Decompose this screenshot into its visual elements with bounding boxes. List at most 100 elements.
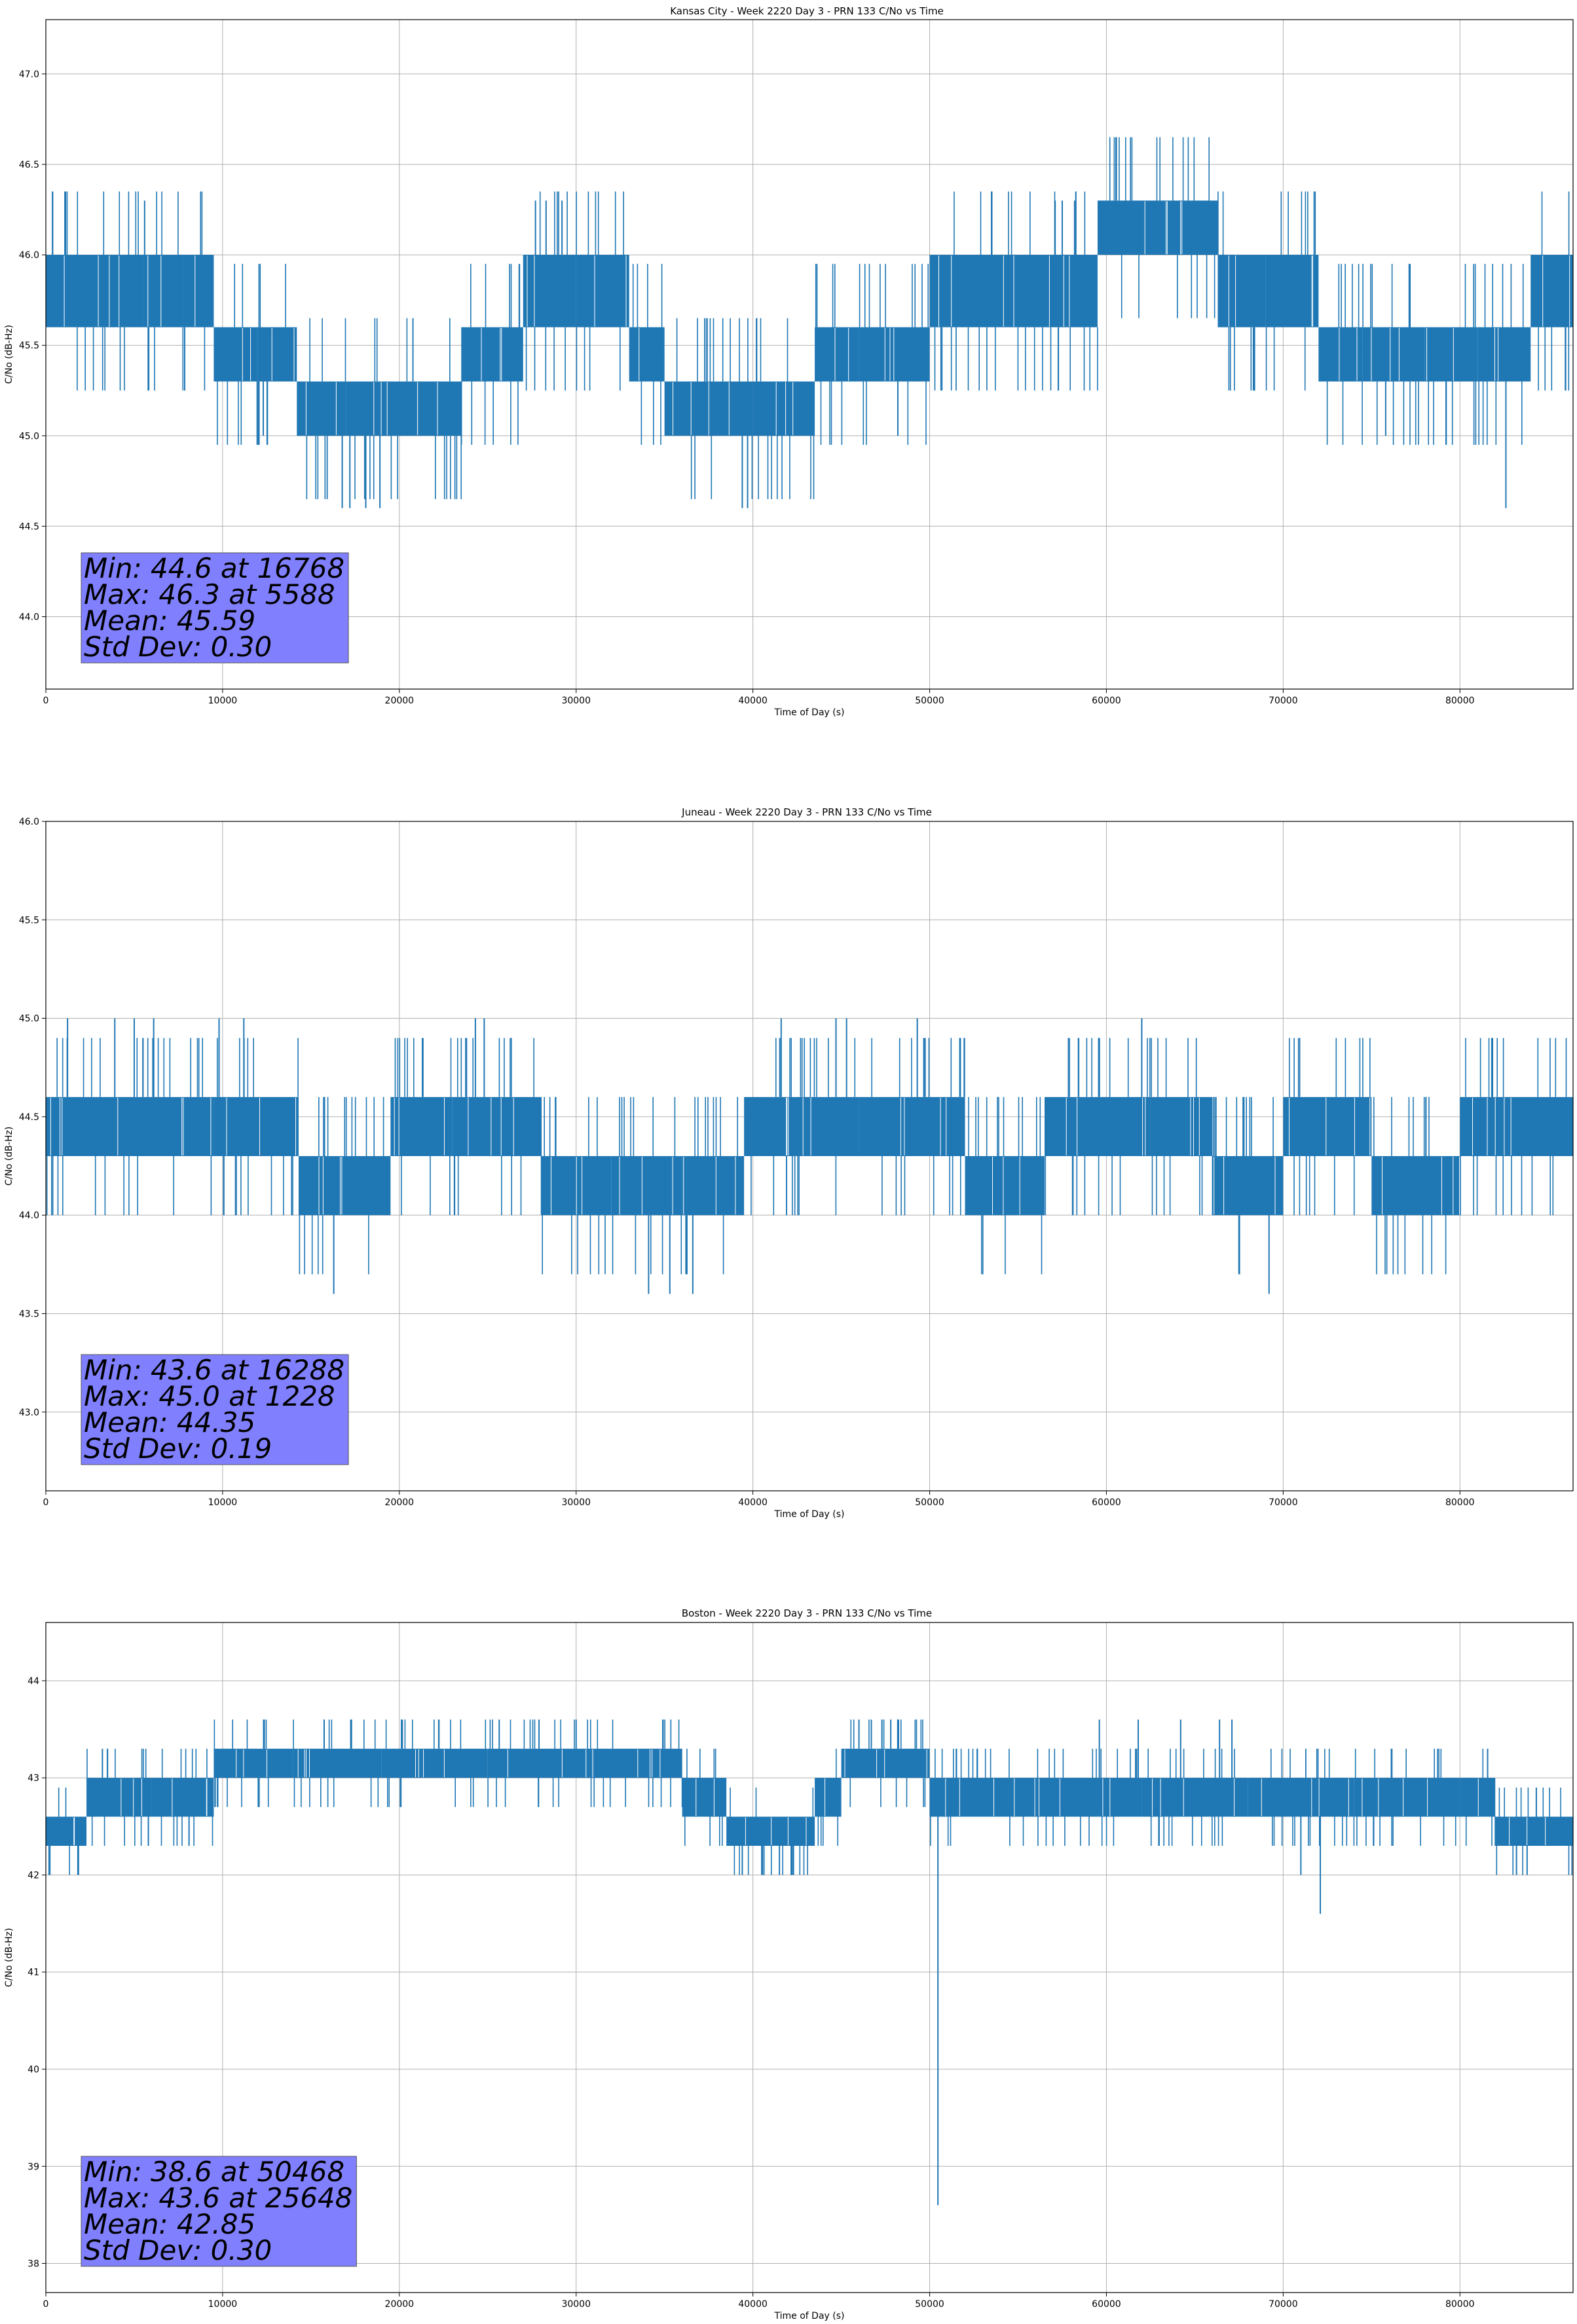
y-tick-label: 44 [28, 1676, 39, 1687]
stats-min: Min: 44.6 at 16768 [84, 552, 344, 584]
series-gaps [507, 1749, 593, 1778]
series-gaps [1003, 255, 1014, 327]
series-gaps [1362, 1778, 1428, 1816]
series-gaps [1371, 328, 1400, 381]
series-band [1460, 1778, 1496, 1817]
series-transitions [48, 1788, 79, 1875]
series-transitions [930, 1748, 1011, 1846]
y-tick-label: 45.5 [19, 341, 39, 351]
series-gaps [1261, 1778, 1349, 1816]
series-gaps [297, 1749, 310, 1778]
series-band [183, 255, 214, 328]
series-band [461, 327, 523, 382]
y-tick-label: 45.0 [19, 431, 39, 441]
chart-panel-juneau: Juneau - Week 2220 Day 3 - PRN 133 C/No … [4, 806, 1574, 1520]
x-axis-label: Time of Day (s) [774, 707, 845, 718]
stats-box-background [81, 2156, 357, 2267]
series-transitions [934, 191, 982, 391]
series-band [86, 1778, 152, 1817]
series-transitions [52, 191, 68, 255]
y-axis-ticks: 38 39 40 41 42 43 44 [28, 1676, 46, 2270]
x-tick-label: 80000 [1445, 1497, 1475, 1508]
series-transitions [1465, 1748, 1496, 1846]
series-band [298, 1156, 391, 1216]
series-transitions [871, 1038, 965, 1216]
series-band [487, 1748, 594, 1778]
series-gaps [242, 328, 251, 381]
y-tick-label: 44.5 [19, 521, 39, 532]
series-transitions [968, 1096, 1043, 1275]
series-transitions [1289, 1038, 1371, 1216]
series-transitions [1147, 1748, 1235, 1846]
series-band [859, 327, 930, 382]
series-gaps [594, 255, 627, 327]
x-tick-label: 30000 [561, 1497, 591, 1508]
series-transitions [147, 191, 184, 391]
y-axis-label: C/No (dB-Hz) [4, 1127, 14, 1186]
series-gaps [73, 1817, 75, 1845]
x-axis-ticks: 0 10000 20000 30000 40000 50000 60000 70000 8000… [43, 2293, 1475, 2310]
stats-max: Max: 43.6 at 25648 [84, 2182, 352, 2214]
x-tick-label: 80000 [1445, 2299, 1475, 2310]
series-gaps [683, 1157, 736, 1215]
series-band [1097, 200, 1218, 255]
x-tick-label: 70000 [1269, 1497, 1298, 1508]
x-tick-label: 40000 [738, 1497, 768, 1508]
x-tick-label: 60000 [1092, 1497, 1121, 1508]
x-tick-label: 80000 [1445, 696, 1475, 706]
series-gaps [373, 382, 388, 436]
series-band [523, 255, 576, 328]
series-gaps [1152, 1778, 1235, 1816]
series-transitions [213, 1719, 269, 1807]
series-transitions [487, 1719, 592, 1807]
series-gaps [481, 328, 502, 381]
series-transitions [184, 191, 206, 391]
series-band [841, 1748, 930, 1778]
series-transitions [453, 1038, 534, 1216]
series-band [143, 255, 184, 328]
x-tick-label: 0 [43, 696, 49, 706]
stats-mean: Mean: 42.85 [84, 2208, 255, 2240]
stats-std: Std Dev: 0.30 [84, 2234, 272, 2266]
stats-mean: Mean: 44.35 [84, 1406, 255, 1438]
data-series [46, 1018, 1573, 1294]
series-gaps [1048, 255, 1070, 327]
x-tick-label: 30000 [561, 2299, 591, 2310]
series-band [1212, 1156, 1284, 1216]
series-band [965, 1156, 1045, 1216]
x-tick-label: 40000 [738, 696, 768, 706]
y-tick-label: 43.5 [19, 1309, 39, 1319]
series-band [929, 1778, 1018, 1817]
y-tick-label: 45.5 [19, 915, 39, 926]
x-tick-label: 20000 [385, 2299, 415, 2310]
series-band [744, 1096, 859, 1156]
stats-max: Max: 45.0 at 1228 [84, 1380, 335, 1412]
x-tick-label: 10000 [208, 696, 238, 706]
series-gaps [1034, 1778, 1111, 1816]
y-tick-label: 44.0 [19, 1210, 39, 1221]
plot-frame [45, 1622, 1574, 2293]
series-transitions [817, 1748, 838, 1846]
series-band [682, 1156, 745, 1216]
series-transitions [1460, 1038, 1567, 1216]
series-band [1460, 1096, 1573, 1156]
x-axis-label: Time of Day (s) [774, 2311, 845, 2321]
series-transitions [77, 191, 139, 391]
series-band [346, 381, 417, 436]
series-band [709, 381, 753, 436]
series-transitions [730, 1788, 814, 1875]
stats-std: Std Dev: 0.30 [84, 631, 272, 663]
series-gaps [1190, 1097, 1200, 1155]
series-transitions [1373, 1096, 1447, 1275]
data-series [46, 1719, 1573, 2205]
series-transitions [1496, 1788, 1572, 1875]
series-transitions [257, 263, 286, 445]
x-tick-label: 50000 [915, 696, 944, 706]
series-transitions [1428, 263, 1477, 445]
series-transitions [815, 263, 843, 445]
series-gaps [1214, 1157, 1276, 1215]
chart-panel-boston: Boston - Week 2220 Day 3 - PRN 133 C/No … [4, 1607, 1574, 2321]
chart-title: Juneau - Week 2220 Day 3 - PRN 133 C/No … [681, 806, 932, 818]
y-tick-label: 46.0 [19, 817, 39, 827]
